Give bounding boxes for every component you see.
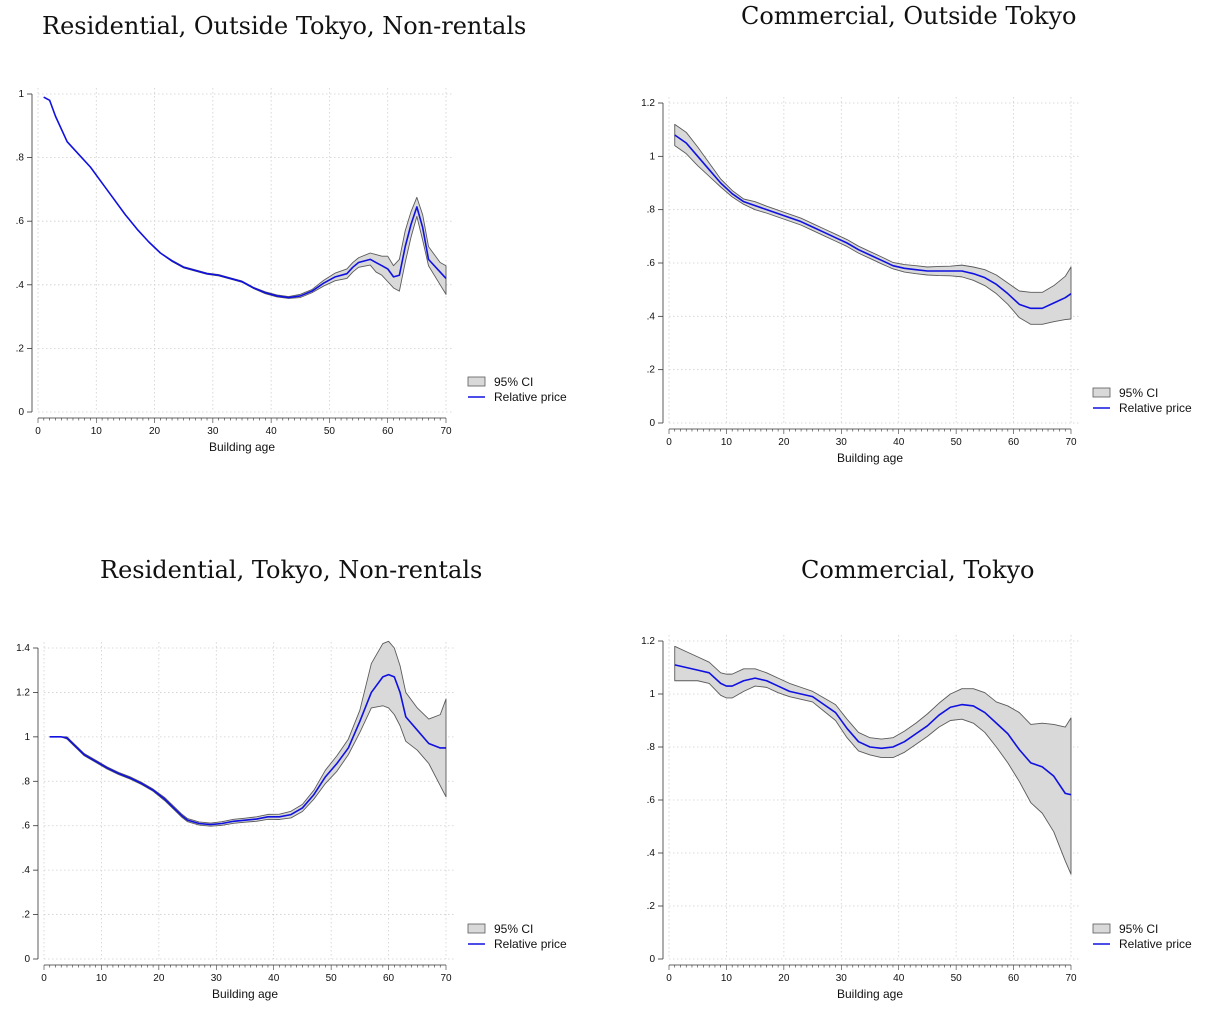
x-tick-label: 70: [1065, 973, 1077, 984]
y-tick-label: 1.2: [641, 636, 655, 647]
relative-price-line: [43, 96, 447, 299]
x-tick-label: 20: [149, 426, 161, 437]
chart-title: Residential, Outside Tokyo, Non-rentals: [42, 12, 527, 40]
x-tick-label: 70: [1065, 437, 1077, 448]
x-tick-label: 70: [440, 973, 452, 984]
ci-band: [674, 645, 1072, 875]
x-tick-label: 60: [1008, 973, 1020, 984]
x-tick-label: 40: [893, 973, 905, 984]
x-tick-label: 50: [951, 973, 963, 984]
x-tick-label: 40: [266, 426, 278, 437]
x-tick-label: 10: [721, 973, 733, 984]
x-axis-label: Building age: [837, 987, 903, 1001]
legend-label-relative-price: Relative price: [494, 937, 567, 951]
y-tick-label: .2: [647, 901, 656, 912]
x-tick-label: 30: [211, 973, 223, 984]
chart-panel-residential-tokyo: Residential, Tokyo, Non-rentals 0 .2 .4 .6.…: [0, 506, 607, 1013]
x-tick-label: 40: [893, 437, 905, 448]
chart-panel-residential-outside-tokyo: Residential, Outside Tokyo, Non-rentals …: [0, 0, 607, 506]
y-tick-label: .6: [647, 258, 656, 269]
y-tick-label: .4: [22, 865, 31, 876]
legend-swatch-ci: [467, 923, 486, 934]
y-tick-label: 1: [649, 689, 655, 700]
legend-label-relative-price: Relative price: [494, 390, 567, 404]
x-axis-label: Building age: [212, 987, 278, 1001]
y-tick-label: .4: [647, 311, 656, 322]
x-tick-label: 40: [268, 973, 280, 984]
ci-band: [674, 123, 1072, 325]
x-axis-label: Building age: [837, 451, 903, 465]
y-tick-label: 0: [18, 407, 24, 418]
x-tick-label: 20: [778, 437, 790, 448]
x-tick-label: 50: [326, 973, 338, 984]
y-tick-label: 0: [649, 418, 655, 429]
y-tick-label: .2: [16, 343, 25, 354]
chart-title: Commercial, Outside Tokyo: [741, 2, 1077, 30]
x-tick-label: 10: [721, 437, 733, 448]
x-tick-label: 10: [96, 973, 108, 984]
y-tick-label: 1: [649, 151, 655, 162]
legend-label-ci: 95% CI: [1119, 922, 1158, 936]
y-tick-label: .6: [647, 795, 656, 806]
x-tick-label: 0: [41, 973, 47, 984]
legend-swatch-ci: [1092, 387, 1111, 398]
x-axis-label: Building age: [209, 440, 275, 454]
y-tick-label: 0: [24, 954, 30, 965]
y-tick-label: 1: [24, 732, 30, 743]
x-tick-label: 30: [836, 437, 848, 448]
x-tick-label: 60: [383, 973, 395, 984]
chart-title: Commercial, Tokyo: [801, 556, 1035, 584]
y-tick-label: .8: [647, 205, 656, 216]
chart-panel-commercial-tokyo: Commercial, Tokyo 0 .2 .4 .6 .8 1 1.2 0 10 20 30 40…: [607, 506, 1215, 1013]
legend-swatch-ci: [1092, 923, 1111, 934]
x-tick-label: 60: [1008, 437, 1020, 448]
x-tick-label: 30: [207, 426, 219, 437]
x-tick-label: 0: [35, 426, 41, 437]
y-tick-label: 1.2: [641, 98, 655, 109]
relative-price-line: [49, 673, 446, 826]
y-tick-label: .2: [22, 910, 31, 921]
x-tick-label: 0: [666, 437, 672, 448]
legend-swatch-ci: [467, 376, 486, 387]
x-tick-label: 50: [324, 426, 336, 437]
y-tick-label: .8: [22, 776, 31, 787]
y-tick-label: 0: [649, 954, 655, 965]
x-tick-label: 30: [836, 973, 848, 984]
y-tick-label: .6: [22, 821, 31, 832]
y-tick-label: .4: [16, 280, 25, 291]
x-tick-label: 20: [778, 973, 790, 984]
x-tick-label: 60: [382, 426, 394, 437]
relative-price-line: [674, 664, 1072, 796]
x-tick-label: 50: [951, 437, 963, 448]
y-tick-label: 1.2: [16, 687, 30, 698]
y-tick-label: 1: [18, 89, 24, 100]
chart-svg: 0 .2 .4 .6 .8 1 1.2 0 10 20 30 40 50 60 70 Building age…: [641, 635, 1192, 1001]
x-tick-label: 10: [91, 426, 103, 437]
relative-price-line: [674, 134, 1072, 310]
y-tick-label: .4: [647, 848, 656, 859]
legend-label-relative-price: Relative price: [1119, 401, 1192, 415]
ci-band: [49, 640, 447, 827]
x-tick-label: 0: [666, 973, 672, 984]
y-tick-label: .8: [647, 742, 656, 753]
chart-panel-commercial-outside-tokyo: Commercial, Outside Tokyo 0.2.4.6.8 1 1.2 0…: [607, 0, 1215, 506]
chart-svg: 0 .2 .4 .6 .8 1 1.2 0 10 20 30 40 50 60 70 Building age…: [641, 97, 1192, 465]
y-tick-label: .8: [16, 153, 25, 164]
x-tick-label: 70: [440, 426, 452, 437]
legend-label-ci: 95% CI: [494, 375, 533, 389]
chart-title: Residential, Tokyo, Non-rentals: [100, 556, 483, 584]
legend-label-relative-price: Relative price: [1119, 937, 1192, 951]
x-tick-label: 20: [153, 973, 165, 984]
y-tick-label: .6: [16, 216, 25, 227]
y-tick-label: 1.4: [16, 643, 30, 654]
chart-svg: 0 .2 .4 .6 .8 1 1.2 1.4 0 10 20 30 40 50 60 70 Building …: [16, 640, 567, 1001]
legend-label-ci: 95% CI: [1119, 386, 1158, 400]
legend-label-ci: 95% CI: [494, 922, 533, 936]
y-tick-label: .2: [647, 365, 656, 376]
